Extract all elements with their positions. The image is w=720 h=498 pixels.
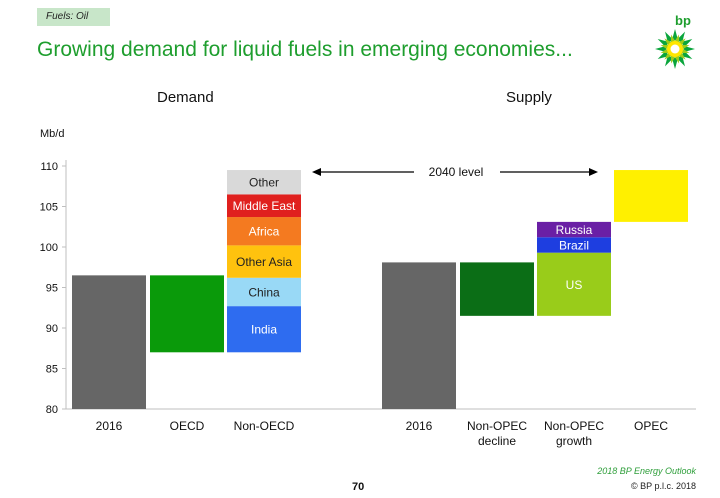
- copyright: © BP p.l.c. 2018: [630, 481, 696, 491]
- demand-heading: Demand: [157, 89, 214, 106]
- demand-segment-label-other-asia: Other Asia: [236, 255, 292, 269]
- supply-bar-opec: [614, 170, 688, 222]
- y-axis-unit-label: Mb/d: [40, 128, 65, 140]
- demand-segment-label-africa: Africa: [249, 225, 280, 239]
- demand-category-label-non-oecd: Non-OECD: [234, 419, 295, 433]
- y-tick-label-95: 95: [46, 283, 58, 295]
- demand-category-label-2016: 2016: [96, 419, 123, 433]
- demand-bar-2016: [72, 275, 146, 409]
- supply-category-label-non-opec-growth: Non-OPEC: [544, 419, 604, 433]
- supply-bar-non-opec-growth-brazil: [537, 237, 611, 253]
- supply-bar-non-opec-decline: [460, 262, 534, 316]
- demand-bar-non-oecd-other-asia: [227, 245, 301, 278]
- y-tick-label-110: 110: [40, 161, 58, 173]
- bp-logo-text: bp: [675, 13, 691, 28]
- level-arrow-left-head: [312, 168, 321, 176]
- supply-category-label-non-opec-decline: decline: [478, 434, 516, 448]
- demand-segment-label-china: China: [248, 285, 280, 299]
- y-tick-label-100: 100: [40, 242, 58, 254]
- y-tick-label-105: 105: [40, 202, 58, 214]
- demand-bar-non-oecd-other: [227, 170, 301, 195]
- demand-segment-label-other: Other: [249, 176, 279, 190]
- section-tag: Fuels: Oil: [37, 8, 110, 26]
- demand-segment-label-middle-east: Middle East: [233, 199, 296, 213]
- supply-heading: Supply: [506, 89, 552, 106]
- supply-segment-label-us: US: [566, 278, 583, 292]
- supply-segment-label-brazil: Brazil: [559, 238, 589, 252]
- supply-category-label-non-opec-growth: growth: [556, 434, 592, 448]
- demand-bar-non-oecd-middle-east: [227, 194, 301, 218]
- y-tick-label-90: 90: [46, 323, 58, 335]
- demand-bar-non-oecd-china: [227, 277, 301, 307]
- page-title: Growing demand for liquid fuels in emerg…: [37, 38, 573, 61]
- demand-bar-non-oecd-africa: [227, 217, 301, 246]
- demand-segment-label-india: India: [251, 323, 277, 337]
- supply-category-label-opec: OPEC: [634, 419, 668, 433]
- supply-category-label-2016: 2016: [406, 419, 433, 433]
- page-number: 70: [352, 481, 365, 493]
- bp-logo: bp: [655, 13, 695, 69]
- level-annotation-label: 2040 level: [429, 165, 484, 179]
- supply-bar-non-opec-growth-russia: [537, 221, 611, 238]
- supply-bar-non-opec-growth-us: [537, 252, 611, 316]
- supply-segment-label-russia: Russia: [556, 223, 593, 237]
- y-tick-label-80: 80: [46, 404, 58, 416]
- source-note: 2018 BP Energy Outlook: [597, 466, 696, 476]
- supply-bar-2016: [382, 262, 456, 409]
- supply-category-label-non-opec-decline: Non-OPEC: [467, 419, 527, 433]
- level-arrow-right-head: [589, 168, 598, 176]
- y-tick-label-85: 85: [46, 364, 58, 376]
- demand-bar-non-oecd-india: [227, 306, 301, 353]
- demand-bar-oecd: [150, 275, 224, 353]
- demand-category-label-oecd: OECD: [170, 419, 205, 433]
